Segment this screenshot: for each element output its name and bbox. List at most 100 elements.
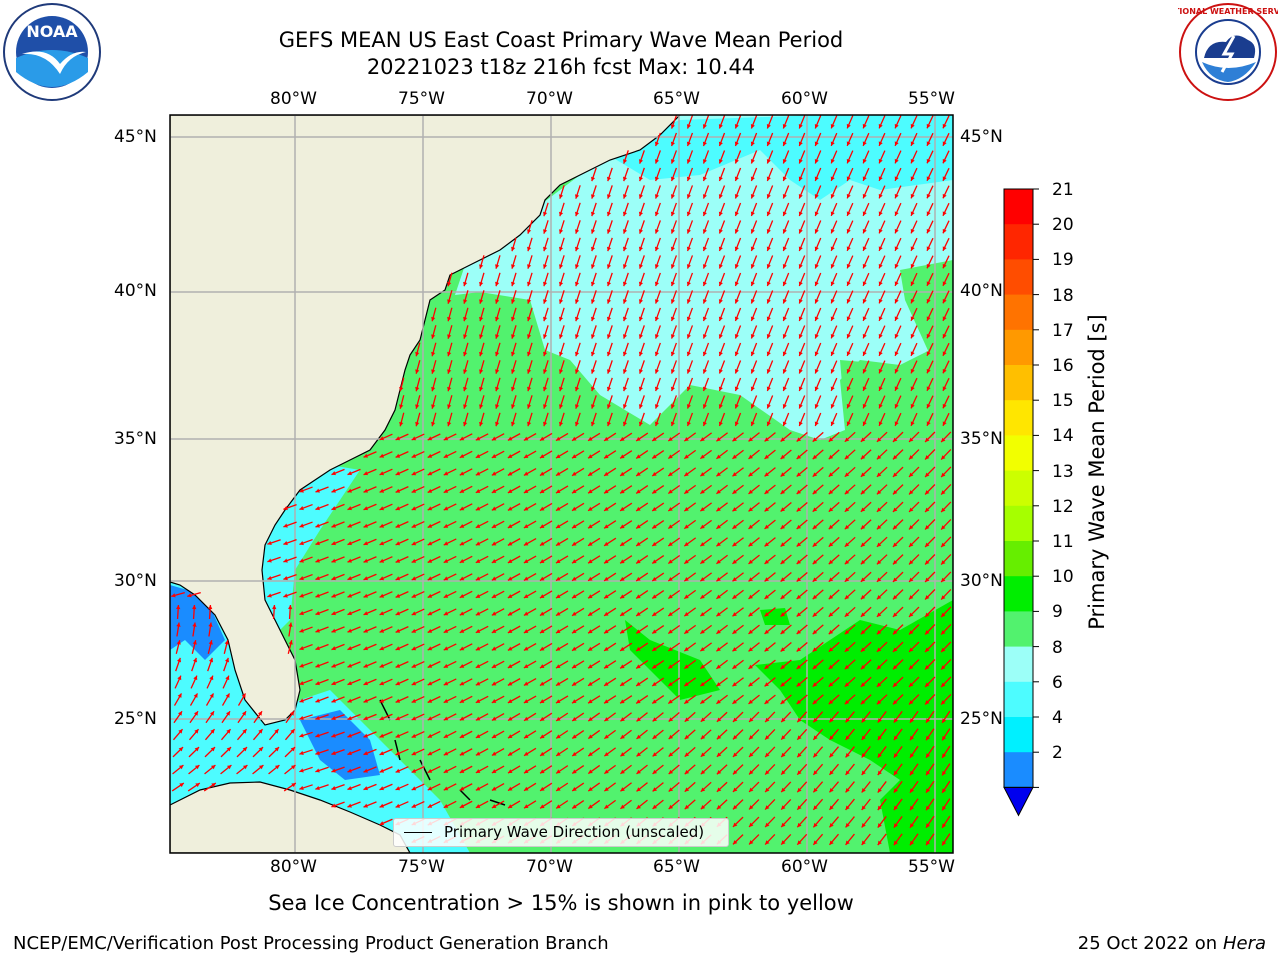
wave-arrow-head <box>782 351 787 356</box>
wave-arrow-head <box>862 386 867 391</box>
wave-arrow-head <box>527 404 532 409</box>
wave-arrow-head <box>315 715 320 721</box>
wave-arrow-head <box>910 246 915 251</box>
wave-arrow-head <box>876 665 882 670</box>
wave-arrow-head <box>716 542 721 547</box>
wave-arrow-head <box>527 316 532 322</box>
wave-arrow-head <box>347 803 352 808</box>
wave-arrow-head <box>363 523 369 528</box>
wave-arrow-head <box>798 421 803 426</box>
wave-arrow-head <box>941 472 946 478</box>
wave-arrow-head <box>654 351 659 357</box>
wave-arrow-head <box>862 333 867 339</box>
wave-arrow-head <box>702 229 707 234</box>
wave-arrow-head <box>910 193 915 199</box>
wave-arrow-head <box>670 281 675 287</box>
wave-arrow-head <box>652 436 657 441</box>
wave-arrow-head <box>459 663 465 668</box>
wave-arrow-head <box>606 264 612 269</box>
wave-arrow-head <box>555 541 561 546</box>
wave-arrow-head <box>830 316 835 321</box>
wave-arrow-head <box>862 176 867 181</box>
wave-arrow-head <box>862 403 867 409</box>
wave-arrow-head <box>556 734 561 739</box>
wave-arrow-head <box>415 386 420 392</box>
wave-arrow-head <box>942 228 947 234</box>
wave-arrow-head <box>862 193 867 199</box>
wave-arrow-head <box>540 804 545 809</box>
wave-arrow-head <box>291 765 296 770</box>
wave-arrow-head <box>588 611 593 616</box>
wave-arrow-head <box>379 698 385 703</box>
wave-arrow-head <box>491 769 497 773</box>
wave-arrow-head <box>764 489 769 494</box>
wave-arrow-head <box>750 316 755 322</box>
wave-arrow-head <box>910 141 915 146</box>
wave-arrow-head <box>668 576 673 582</box>
wave-arrow-head <box>523 681 529 686</box>
wave-arrow-head <box>347 663 352 668</box>
wave-arrow-head <box>475 541 481 546</box>
wave-arrow-head <box>844 664 850 670</box>
wave-arrow-head <box>909 718 914 723</box>
wave-arrow-head <box>315 611 320 616</box>
wave-arrow-head <box>684 594 689 599</box>
wave-arrow-head <box>507 594 513 598</box>
wave-arrow-head <box>765 735 770 740</box>
wave-arrow-head <box>765 805 770 810</box>
wave-arrow-head <box>668 717 674 722</box>
wave-arrow-head <box>620 559 625 564</box>
wave-arrow-head <box>925 507 930 512</box>
wave-arrow-head <box>507 436 513 441</box>
wave-arrow-head <box>830 141 835 146</box>
wave-arrow-head <box>588 489 593 494</box>
wave-arrow-head <box>411 803 417 808</box>
wave-arrow-head <box>654 281 659 287</box>
wave-arrow-head <box>750 386 755 392</box>
wave-arrow-head <box>427 436 433 441</box>
wave-arrow-head <box>781 717 786 723</box>
wave-arrow-head <box>942 840 947 846</box>
wave-arrow-head <box>798 298 803 304</box>
wave-arrow-head <box>941 700 946 705</box>
wave-arrow-head <box>283 593 288 598</box>
wave-arrow-head <box>878 246 883 251</box>
wave-arrow-head <box>716 735 722 740</box>
wave-arrow-head <box>539 489 545 494</box>
wave-arrow-head <box>636 769 641 774</box>
wave-arrow-head <box>892 455 898 460</box>
wave-arrow-head <box>427 751 433 756</box>
wave-arrow-head <box>766 351 771 356</box>
wave-arrow-head <box>862 316 867 321</box>
wave-arrow-head <box>670 299 675 304</box>
wave-arrow-head <box>684 454 689 459</box>
wave-arrow-head <box>427 488 433 493</box>
wave-arrow-head <box>781 805 786 810</box>
wave-arrow-head <box>177 675 182 681</box>
wave-arrow-head <box>732 629 737 634</box>
wave-arrow-head <box>684 629 689 634</box>
wave-arrow-head <box>604 681 609 686</box>
wave-arrow-head <box>926 263 931 269</box>
wave-arrow-head <box>559 351 564 357</box>
wave-arrow-head <box>941 647 946 653</box>
wave-arrow-head <box>828 612 834 617</box>
wave-arrow-head <box>860 437 866 442</box>
wave-arrow-head <box>495 281 500 287</box>
wave-arrow-head <box>894 368 899 374</box>
wave-arrow-head <box>363 733 368 738</box>
wave-arrow-head <box>798 263 803 269</box>
wave-arrow-head <box>395 663 401 668</box>
wave-arrow-head <box>942 788 947 793</box>
wave-arrow-head <box>876 490 882 495</box>
wave-arrow-head <box>523 664 529 668</box>
wave-arrow-head <box>210 729 215 734</box>
wave-arrow-head <box>734 334 739 339</box>
wave-arrow-head <box>559 264 564 269</box>
wave-arrow-head <box>331 646 336 651</box>
wave-arrow-head <box>636 471 641 476</box>
wave-arrow-head <box>654 334 659 339</box>
wave-arrow-head <box>539 576 545 581</box>
wave-arrow-head <box>894 281 899 286</box>
wave-arrow-head <box>636 594 641 599</box>
